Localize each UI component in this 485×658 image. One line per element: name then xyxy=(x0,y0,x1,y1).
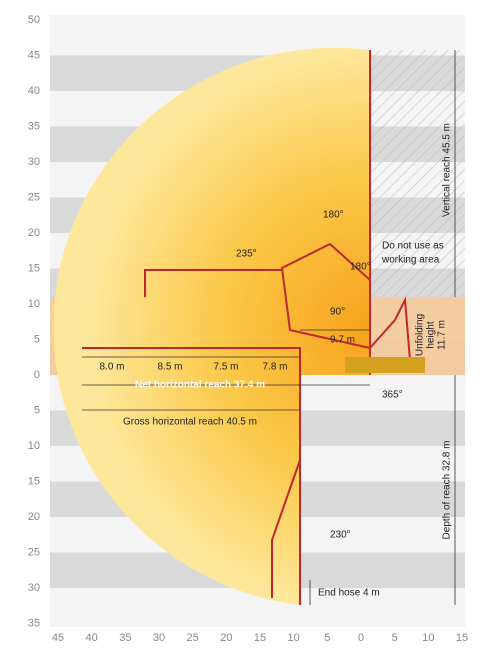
y-tick-label: 25 xyxy=(28,546,40,558)
x-tick-label: 20 xyxy=(220,632,232,644)
x-tick-label: 5 xyxy=(392,632,398,644)
x-tick-label: 45 xyxy=(52,632,64,644)
y-tick-label: 20 xyxy=(28,227,40,239)
y-tick-label: 15 xyxy=(28,475,40,487)
y-tick-label: 30 xyxy=(28,582,40,594)
x-tick-label: 10 xyxy=(422,632,434,644)
x-tick-label: 35 xyxy=(119,632,131,644)
y-tick-label: 15 xyxy=(28,262,40,274)
annotation: Net horizontal reach 37.4 m xyxy=(135,380,265,391)
annotation: working area xyxy=(381,255,440,266)
annotation: 11.7 m xyxy=(437,320,448,350)
annotation: 180° xyxy=(350,262,371,273)
restricted-area xyxy=(370,50,465,297)
x-tick-label: 30 xyxy=(153,632,165,644)
annotation: 365° xyxy=(382,390,403,401)
annotation: 230° xyxy=(330,530,351,541)
reach-envelope xyxy=(53,47,371,605)
annotation: Vertical reach 45.5 m xyxy=(442,123,453,217)
y-tick-label: 40 xyxy=(28,85,40,97)
annotation: 90° xyxy=(330,307,345,318)
annotation: Do not use as xyxy=(382,241,444,252)
annotation: 235° xyxy=(236,249,257,260)
annotation: height xyxy=(426,321,437,348)
boom xyxy=(82,50,411,605)
y-tick-label: 25 xyxy=(28,191,40,203)
y-tick-label: 35 xyxy=(28,617,40,629)
x-tick-label: 40 xyxy=(86,632,98,644)
annotation: 8.0 m xyxy=(99,362,124,373)
y-tick-label: 50 xyxy=(28,14,40,26)
annotation: 7.5 m xyxy=(213,362,238,373)
y-tick-label: 0 xyxy=(34,369,40,381)
annotation: Depth of reach 32.8 m xyxy=(442,441,453,540)
y-tick-label: 45 xyxy=(28,49,40,61)
annotation: Unfolding xyxy=(415,314,426,356)
annotation: 8.5 m xyxy=(157,362,182,373)
x-tick-label: 25 xyxy=(187,632,199,644)
annotation: 9.7 m xyxy=(330,335,355,346)
annotation: 180° xyxy=(323,210,344,221)
y-tick-label: 30 xyxy=(28,156,40,168)
dimension-lines xyxy=(82,50,456,605)
y-tick-label: 35 xyxy=(28,120,40,132)
y-tick-label: 5 xyxy=(34,404,40,416)
truck xyxy=(345,357,425,373)
x-tick-label: 15 xyxy=(254,632,266,644)
x-tick-label: 5 xyxy=(324,632,330,644)
y-tick-label: 20 xyxy=(28,511,40,523)
y-tick-label: 5 xyxy=(34,333,40,345)
annotation: Gross horizontal reach 40.5 m xyxy=(123,417,257,428)
x-tick-label: 15 xyxy=(456,632,468,644)
annotation: 7.8 m xyxy=(262,362,287,373)
y-tick-label: 10 xyxy=(28,440,40,452)
annotation: End hose 4 m xyxy=(318,588,380,599)
x-tick-label: 10 xyxy=(288,632,300,644)
x-tick-label: 0 xyxy=(358,632,364,644)
y-tick-label: 10 xyxy=(28,298,40,310)
